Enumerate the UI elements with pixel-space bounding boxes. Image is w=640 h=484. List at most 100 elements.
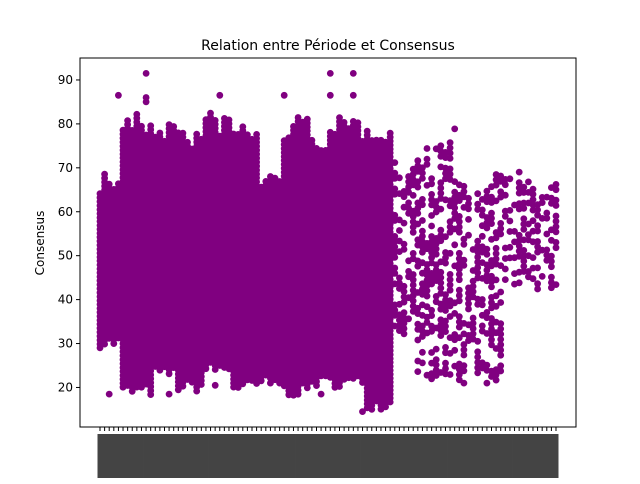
- data-point: [446, 149, 454, 157]
- data-point: [488, 214, 495, 222]
- data-point: [515, 242, 523, 250]
- data-point: [552, 244, 560, 252]
- data-point: [460, 262, 468, 269]
- x-tick-label: [489, 434, 495, 478]
- x-tick-label: [221, 434, 227, 478]
- data-point: [391, 233, 399, 240]
- x-tick-label: [161, 434, 167, 478]
- data-point: [534, 206, 541, 214]
- data-point: [442, 307, 449, 314]
- data-point: [465, 200, 472, 208]
- data-point: [294, 114, 302, 121]
- data-point: [455, 218, 463, 226]
- data-point: [437, 189, 445, 197]
- data-point: [391, 269, 399, 277]
- data-point: [492, 276, 500, 284]
- data-point: [446, 276, 454, 283]
- data-point: [442, 322, 449, 330]
- data-point: [492, 371, 500, 379]
- data-point: [497, 288, 505, 296]
- data-point: [423, 292, 431, 300]
- x-tick-label: [148, 434, 154, 478]
- x-tick-label: [212, 434, 218, 478]
- data-point: [437, 142, 445, 150]
- data-point: [455, 292, 463, 299]
- x-tick-label: [185, 434, 191, 478]
- data-point: [455, 197, 463, 205]
- x-tick-label: [553, 434, 559, 478]
- data-point: [414, 183, 422, 191]
- x-tick-label: [106, 434, 112, 478]
- x-tick-label: [189, 434, 195, 478]
- x-tick-label: [290, 434, 296, 478]
- x-tick-label: [355, 434, 361, 478]
- data-point: [455, 249, 463, 257]
- data-point: [460, 379, 468, 387]
- x-tick-label: [327, 434, 333, 478]
- x-tick-label: [332, 434, 338, 478]
- x-tick-label: [447, 434, 453, 478]
- data-point: [405, 315, 412, 323]
- data-point: [432, 361, 440, 369]
- data-point: [474, 253, 482, 261]
- data-point: [488, 336, 495, 343]
- x-tick-label: [456, 434, 462, 478]
- data-point: [428, 180, 435, 188]
- data-point: [460, 341, 468, 348]
- plot-area-frame: [79, 57, 577, 428]
- x-tick-label: [295, 434, 301, 478]
- x-tick-label: [438, 434, 444, 478]
- x-tick-label: [309, 434, 315, 478]
- x-tick-label: [364, 434, 370, 478]
- data-point: [124, 117, 131, 124]
- data-point: [442, 344, 449, 351]
- data-point: [506, 217, 514, 225]
- data-point: [409, 192, 417, 199]
- data-point: [552, 181, 560, 188]
- data-point: [469, 330, 477, 338]
- x-tick-label: [281, 434, 287, 478]
- data-point: [446, 271, 454, 278]
- data-point: [460, 182, 468, 190]
- data-point: [414, 157, 422, 165]
- data-point: [446, 170, 454, 178]
- data-point: [474, 237, 482, 245]
- data-point: [483, 251, 491, 258]
- x-tick-label: [383, 434, 389, 478]
- data-point: [543, 214, 551, 222]
- x-tick-label: [475, 434, 481, 478]
- data-point: [409, 281, 417, 289]
- data-point: [419, 232, 426, 240]
- x-tick-label: [539, 434, 545, 478]
- x-tick-label: [244, 434, 250, 478]
- data-point: [497, 341, 505, 349]
- x-tick-label: [346, 434, 352, 478]
- data-point: [207, 109, 214, 117]
- data-point: [455, 371, 463, 378]
- data-point: [414, 262, 422, 270]
- data-point: [469, 283, 477, 290]
- x-tick-label: [498, 434, 504, 478]
- data-point: [400, 282, 408, 290]
- data-point: [423, 160, 431, 168]
- data-point: [442, 254, 449, 262]
- x-tick-label: [258, 434, 264, 478]
- data-point: [437, 184, 445, 192]
- data-point: [488, 325, 495, 333]
- x-tick-label: [410, 434, 416, 478]
- data-point: [515, 179, 523, 187]
- data-point: [534, 285, 541, 293]
- data-point: [515, 279, 523, 287]
- x-tick-label: [166, 434, 172, 478]
- data-point: [446, 165, 454, 173]
- data-point: [428, 212, 435, 219]
- data-point: [455, 228, 463, 236]
- data-point: [391, 185, 399, 193]
- x-tick-label: [392, 434, 398, 478]
- data-point: [552, 196, 560, 204]
- data-point: [419, 169, 426, 177]
- data-point: [478, 232, 486, 240]
- data-point: [400, 288, 408, 295]
- data-point: [492, 302, 500, 310]
- x-tick-label: [461, 434, 467, 478]
